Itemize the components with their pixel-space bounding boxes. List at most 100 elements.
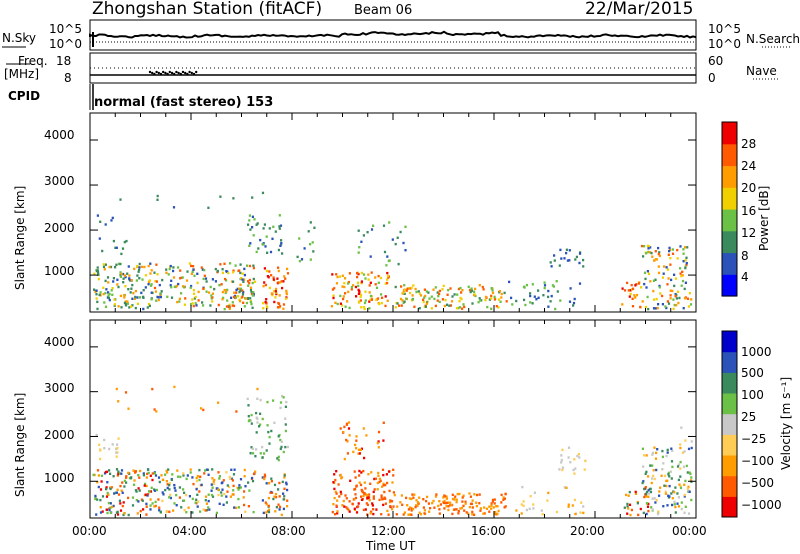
velocity-cell xyxy=(217,471,220,474)
velocity-cell xyxy=(134,470,137,473)
power-cell xyxy=(445,303,449,306)
velocity-cell xyxy=(431,501,434,505)
power-cell xyxy=(342,297,345,301)
power-cell xyxy=(234,296,237,299)
power-cell xyxy=(448,304,451,307)
velocity-cell xyxy=(547,491,550,495)
power-cell xyxy=(688,292,691,295)
velocity-cell xyxy=(683,483,686,486)
velocity-cell xyxy=(150,486,153,489)
power-cell xyxy=(238,287,241,290)
power-cell xyxy=(569,287,572,290)
velocity-cell xyxy=(282,507,285,511)
velocity-cell xyxy=(351,502,354,505)
velocity-cell xyxy=(462,504,465,508)
velocity-cell xyxy=(395,513,398,516)
power-cell xyxy=(223,262,226,265)
velocity-cell xyxy=(339,490,342,494)
velocity-cell xyxy=(133,479,136,482)
power-cell xyxy=(93,288,96,291)
power-cell xyxy=(379,276,383,280)
velocity-cell xyxy=(218,477,221,480)
power-cb-tick-16: 16 xyxy=(741,204,757,218)
power-cell xyxy=(403,288,406,292)
freq-dip-point xyxy=(190,71,193,75)
velocity-cell xyxy=(369,512,372,515)
velocity-cell xyxy=(647,489,650,492)
velocity-cell xyxy=(139,469,142,473)
power-cell xyxy=(641,300,644,303)
power-cell xyxy=(122,277,125,280)
power-cell xyxy=(524,303,527,307)
velocity-cell xyxy=(341,504,344,507)
velocity-cell xyxy=(239,478,243,481)
power-cell xyxy=(98,293,101,297)
power-cell xyxy=(656,306,659,310)
power-cell xyxy=(643,282,646,286)
velocity-cell xyxy=(199,475,202,478)
velocity-cell xyxy=(358,469,361,473)
power-cell xyxy=(97,271,100,274)
power-cell xyxy=(537,289,540,292)
velocity-cell xyxy=(382,473,385,477)
power-cell xyxy=(274,296,277,299)
power-cell xyxy=(161,278,164,282)
power-cell xyxy=(106,276,110,279)
power-cell xyxy=(136,302,139,305)
power-cell xyxy=(119,198,122,201)
velocity-cell xyxy=(94,494,97,498)
power-cell xyxy=(671,289,674,293)
velocity-cell xyxy=(378,477,381,480)
velocity-cell xyxy=(645,512,648,516)
power-cell xyxy=(249,297,252,300)
velocity-cell xyxy=(273,421,276,424)
velocity-cell xyxy=(179,475,182,479)
velocity-cell xyxy=(215,511,218,515)
velocity-cell xyxy=(471,499,474,502)
velocity-cell xyxy=(661,449,664,453)
velocity-cell xyxy=(116,488,119,491)
velocity-cell xyxy=(348,434,351,437)
power-cell xyxy=(107,281,110,284)
velocity-cell xyxy=(333,473,336,476)
velocity-cell xyxy=(429,507,432,510)
velocity-cell xyxy=(560,454,563,457)
power-cell xyxy=(647,245,651,248)
velocity-cell xyxy=(164,488,167,492)
velocity-cell xyxy=(336,499,339,502)
power-cell xyxy=(136,296,139,299)
power-cell xyxy=(126,272,129,275)
power-cell xyxy=(384,282,387,285)
velocity-cell xyxy=(651,464,654,467)
power-cell xyxy=(412,284,415,287)
power-cell xyxy=(275,291,278,294)
power-cell xyxy=(251,226,254,229)
velocity-cell xyxy=(265,503,268,506)
power-cell xyxy=(523,298,526,302)
power-cell xyxy=(425,290,428,293)
velocity-cell xyxy=(676,465,680,468)
power-cell xyxy=(94,290,97,293)
power-cell xyxy=(95,297,98,300)
velocity-cell xyxy=(137,474,140,477)
power-cell xyxy=(578,261,581,265)
power-cell xyxy=(228,303,231,307)
velocity-cell xyxy=(284,405,287,408)
velocity-cell xyxy=(267,504,270,508)
power-cell xyxy=(418,292,421,295)
velocity-cell xyxy=(217,401,220,404)
power-cell xyxy=(394,306,397,309)
velocity-cell xyxy=(345,497,348,500)
power-cell xyxy=(672,307,675,311)
power-cell xyxy=(463,305,466,309)
power-cell xyxy=(202,287,205,290)
power-cell xyxy=(181,276,184,279)
velocity-cell xyxy=(382,439,385,442)
nsearch-tick-top: 10^5 xyxy=(708,22,741,36)
power-cell xyxy=(654,278,657,281)
velocity-cell xyxy=(345,422,349,425)
velocity-cell xyxy=(645,490,649,494)
power-cell xyxy=(657,271,661,275)
velocity-cell xyxy=(346,507,349,510)
power-frame xyxy=(89,112,697,313)
